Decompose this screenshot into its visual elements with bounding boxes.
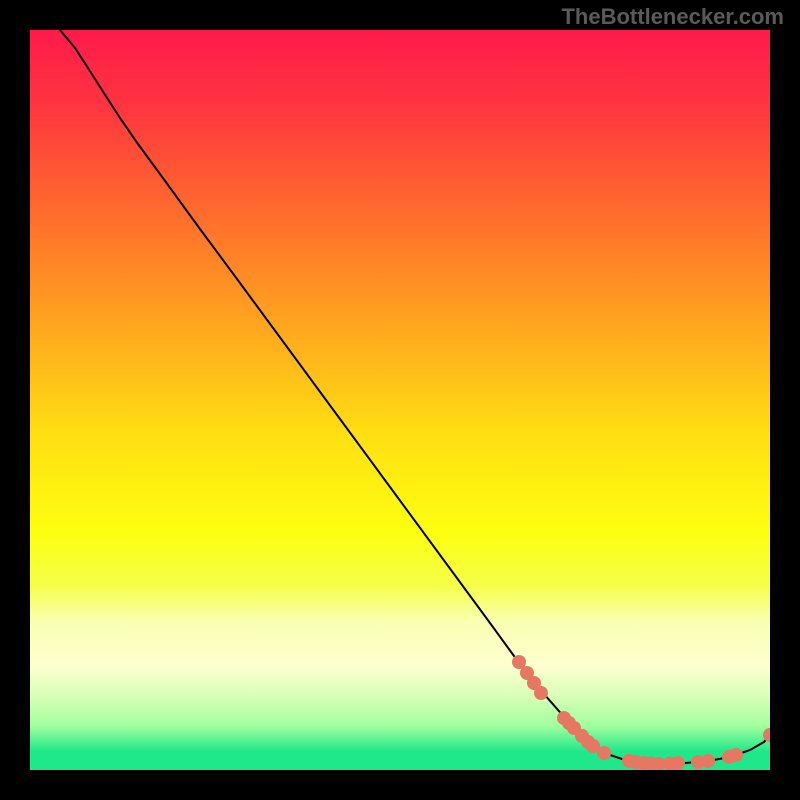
chart-background — [30, 30, 770, 770]
chart-svg — [30, 30, 770, 770]
scatter-marker — [701, 754, 715, 768]
plot-area — [30, 30, 770, 770]
scatter-marker — [597, 746, 611, 760]
scatter-marker — [729, 748, 743, 762]
scatter-marker — [671, 756, 685, 770]
watermark-text: TheBottlenecker.com — [561, 4, 784, 30]
scatter-marker — [534, 686, 548, 700]
